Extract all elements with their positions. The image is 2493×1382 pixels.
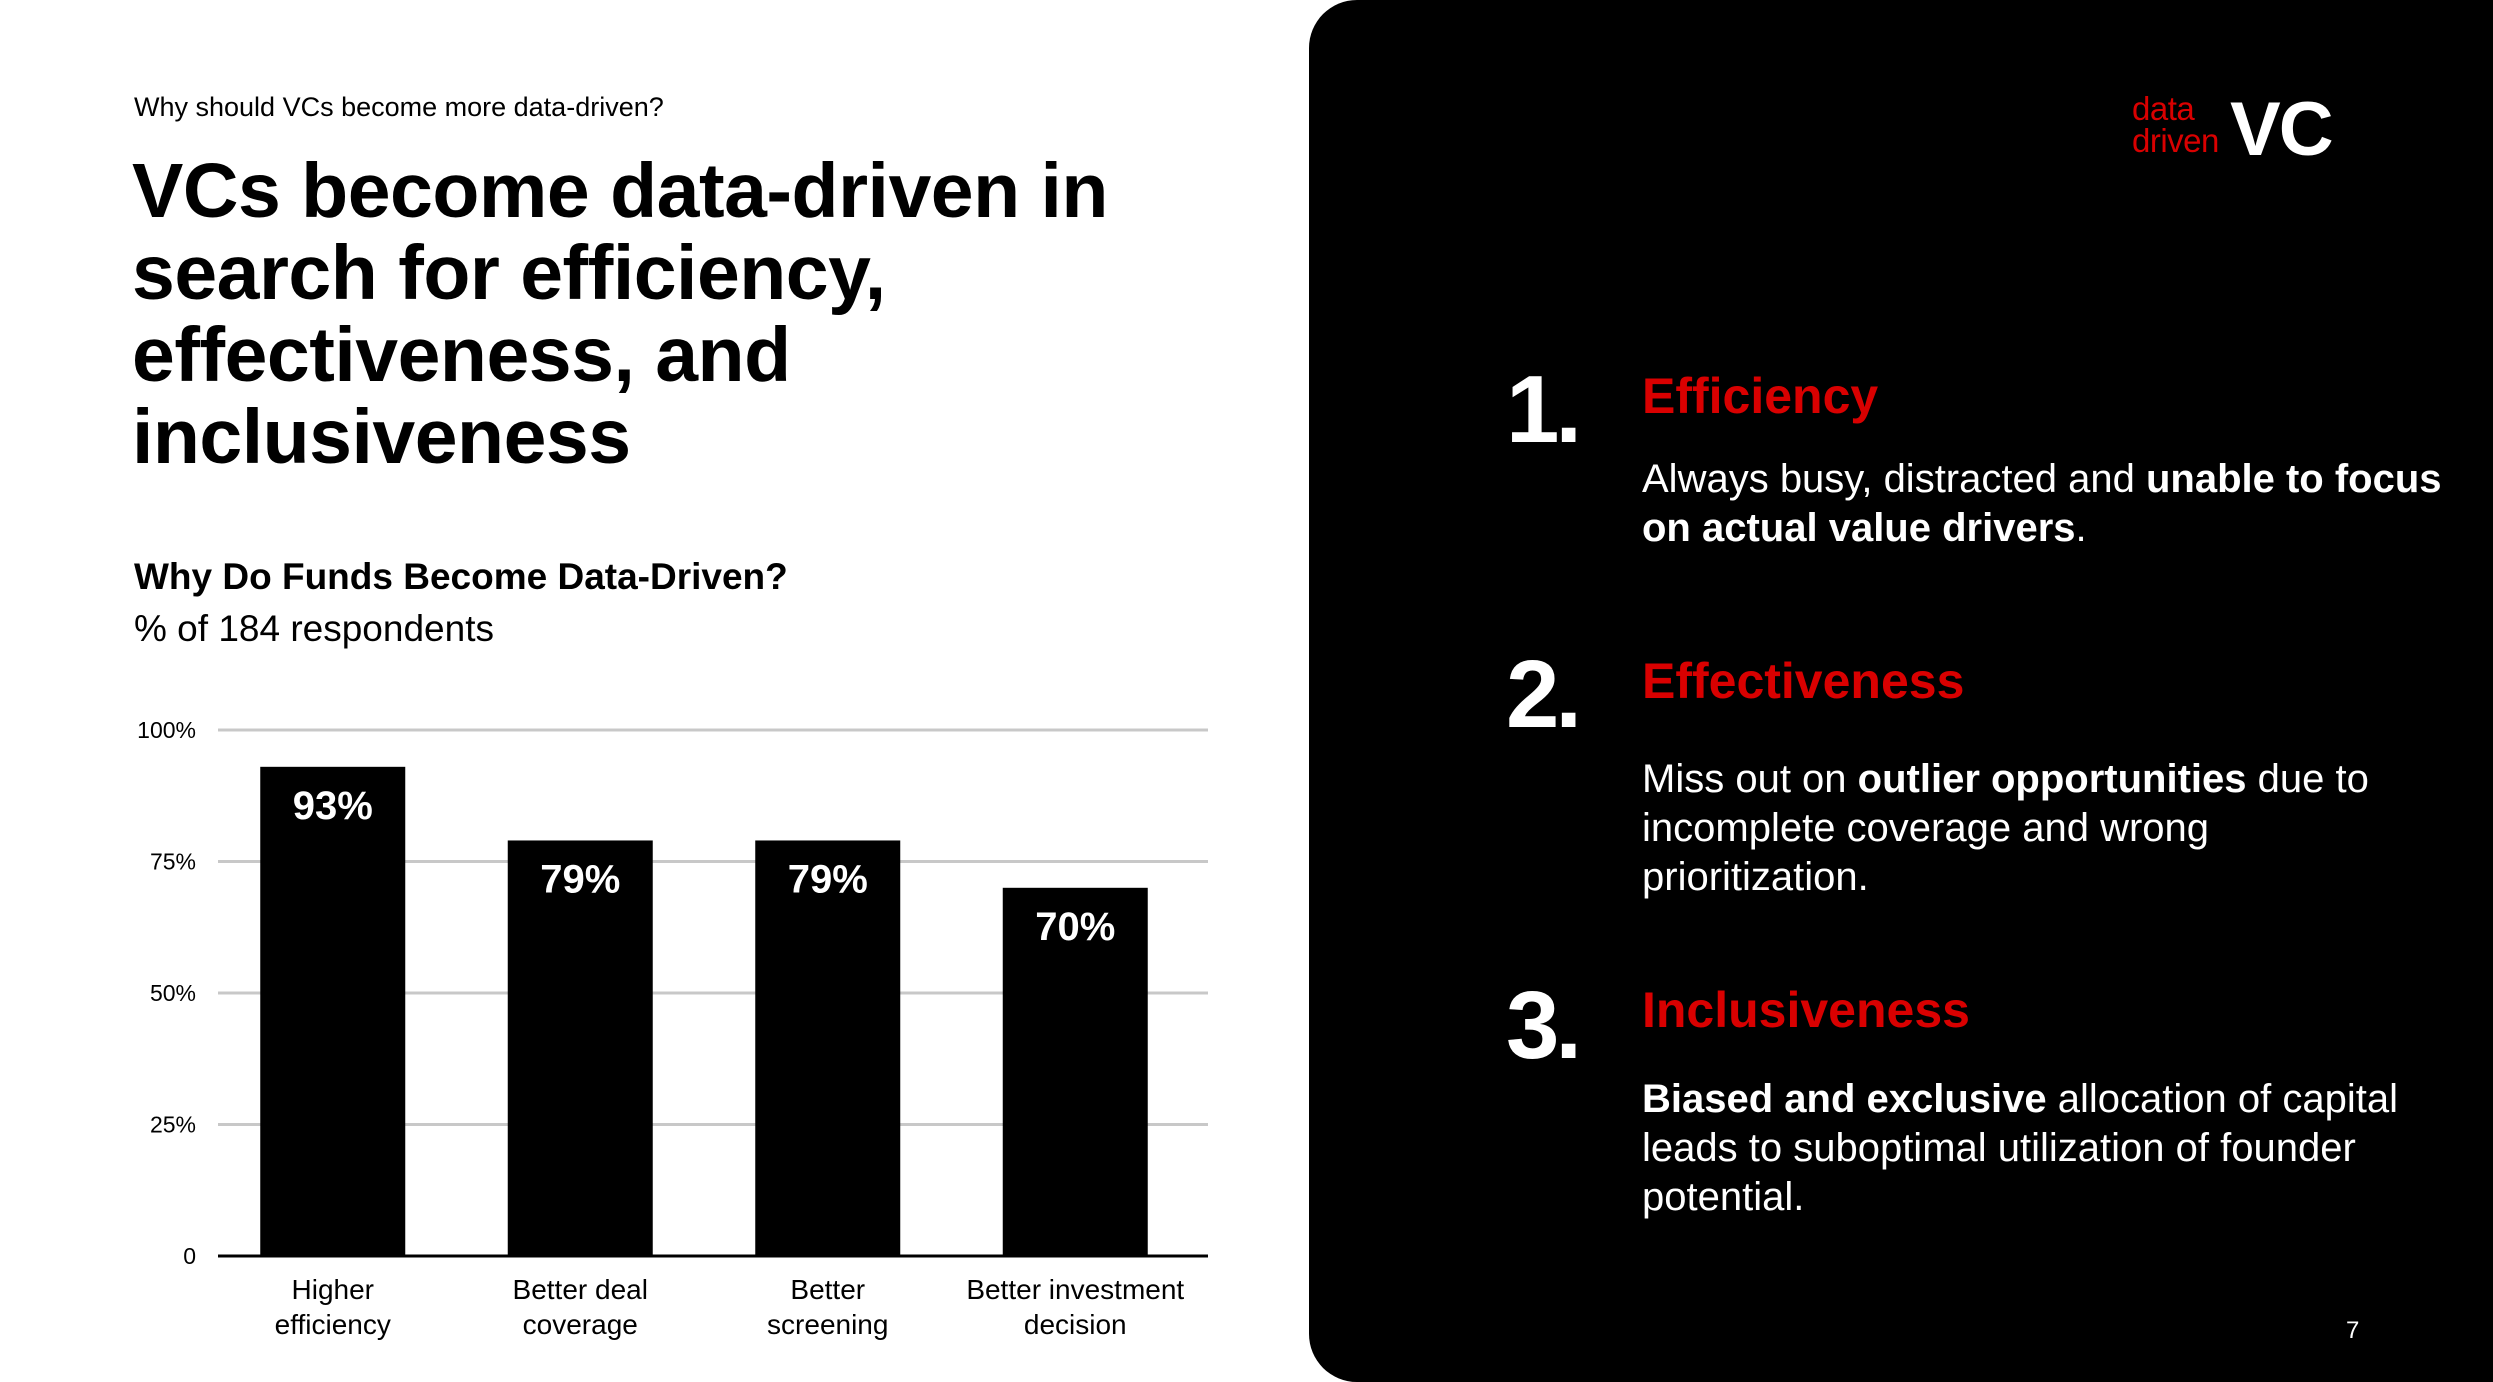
point-heading: Effectiveness [1642, 653, 1965, 709]
x-tick-label: efficiency [275, 1309, 391, 1340]
bar [1002, 887, 1148, 1256]
data-label: 70% [1035, 905, 1115, 949]
slide-kicker: Why should VCs become more data-driven? [134, 92, 664, 122]
point-heading: Efficiency [1642, 368, 1879, 424]
body-text: due to incomplete coverage and wrong pri… [1642, 757, 2369, 899]
x-tick-label: Better [790, 1274, 865, 1305]
y-tick-label: 100% [137, 717, 196, 743]
emphasis-text: outlier opportunities [1857, 757, 2247, 801]
y-tick-label: 0 [183, 1243, 196, 1269]
logo-text-driven: driven [2132, 122, 2219, 159]
right-panel [1309, 0, 2493, 1382]
bar [507, 840, 653, 1256]
page-number: 7 [2346, 1317, 2360, 1344]
data-label: 93% [293, 784, 373, 828]
logo-text-data: data [2132, 90, 2195, 127]
body-text: allocation of capital leads to suboptima… [1642, 1077, 2398, 1219]
data-label: 79% [788, 857, 868, 901]
point-number: 2. [1506, 641, 1582, 748]
x-tick-label: screening [767, 1309, 888, 1340]
x-tick-label: decision [1024, 1309, 1127, 1340]
body-text: . [2075, 506, 2087, 550]
point-body: Always busy, distracted and unable to fo… [1642, 455, 2442, 553]
logo-mark: VC [2230, 87, 2334, 172]
x-tick-label: Better investment [966, 1274, 1184, 1305]
point-body: Biased and exclusive allocation of capit… [1642, 1075, 2442, 1222]
y-tick-label: 25% [150, 1112, 196, 1138]
data-label: 79% [540, 857, 620, 901]
x-tick-label: Better deal [513, 1274, 648, 1305]
slide-title: VCs become data-driven in search for eff… [132, 148, 1108, 480]
x-tick-label: Higher [292, 1274, 374, 1305]
emphasis-text: Biased and exclusive [1642, 1077, 2047, 1121]
point-number: 3. [1506, 972, 1582, 1079]
bar [260, 766, 406, 1256]
body-text: Miss out on [1642, 757, 1858, 801]
y-tick-label: 50% [150, 980, 196, 1006]
chart-subtitle: % of 184 respondents [134, 608, 494, 649]
bar-chart: 0 25% 50% 75% 100% 93% Higher efficiency 79% Bett… [137, 717, 1208, 1340]
chart-title: Why Do Funds Become Data-Driven? [134, 556, 788, 597]
y-tick-label: 75% [150, 849, 196, 875]
emphasis-text: unable to focus on actual value drivers [1642, 457, 2442, 550]
x-tick-label: coverage [523, 1309, 638, 1340]
point-body: Miss out on outlier opportunities due to… [1642, 755, 2442, 902]
point-heading: Inclusiveness [1642, 982, 1970, 1038]
body-text: Always busy, distracted and [1642, 457, 2146, 501]
point-number: 1. [1506, 356, 1582, 463]
bar [755, 840, 901, 1256]
